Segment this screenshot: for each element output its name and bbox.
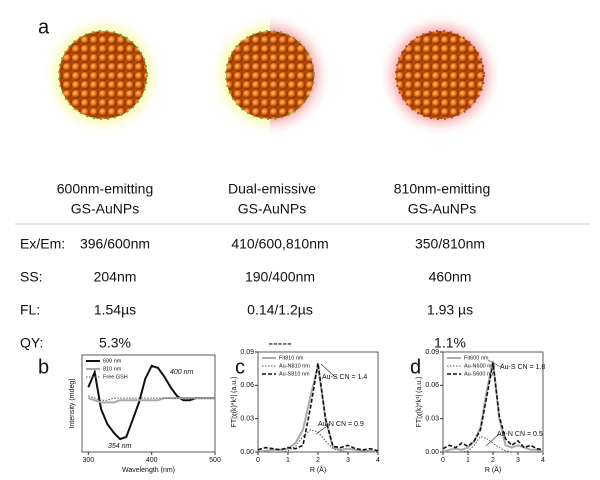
- chart: 0 1 2 3 4 0.00 0.03 0.06 0.09 R (Å) FT|χ(k)*k³| (a…: [231, 349, 380, 474]
- table-cell: 1.93 µs: [427, 302, 473, 318]
- x-tick-label: 1: [466, 457, 470, 464]
- table-cell: 0.14/1.2µs: [247, 302, 313, 318]
- annotation-leader: [487, 359, 502, 368]
- x-tick-label: 4: [541, 457, 545, 464]
- x-tick-label: 1: [286, 457, 290, 464]
- legend-label: 810 nm: [103, 366, 122, 372]
- table-cell: 460nm: [429, 269, 472, 285]
- x-axis-label: R (Å): [310, 465, 326, 474]
- annotation: Au-N CN = 0.9: [318, 421, 364, 428]
- data-line: [258, 429, 378, 453]
- table-cell: 410/600,810nm: [231, 236, 328, 252]
- annotation: Au-S CN = 1.4: [322, 374, 367, 381]
- legend-label: Fit600 nm: [464, 355, 489, 361]
- y-tick-label: 0.09: [240, 349, 254, 356]
- legend-label: Free GSH: [103, 374, 128, 380]
- data-line: [87, 397, 215, 404]
- row-label: QY:: [20, 335, 43, 351]
- x-tick-label: 2: [316, 457, 320, 464]
- table-cell: 190/400nm: [245, 269, 315, 285]
- legend-label: Au-N810 nm: [279, 363, 310, 369]
- data-line: [442, 362, 544, 451]
- legend-label: 600 nm: [103, 358, 122, 364]
- panel-label: c: [235, 356, 245, 378]
- x-tick-label: 300: [82, 457, 94, 464]
- row-label: SS:: [20, 269, 43, 285]
- y-axis-label: FT|χ(k)*k³| (a.u.): [231, 377, 238, 428]
- x-tick-label: 3: [346, 457, 350, 464]
- table-cell: 396/600nm: [80, 236, 150, 252]
- legend-label: Au-N600 nm: [464, 363, 495, 369]
- data-line: [257, 362, 379, 452]
- annotation-leader: [320, 363, 336, 378]
- annotation-leader: [315, 423, 331, 435]
- plot-frame: [81, 354, 216, 453]
- particle-label: 600nm-emitting: [57, 181, 154, 197]
- x-tick-label: 0: [441, 457, 445, 464]
- legend-label: Fit810 nm: [279, 355, 304, 361]
- table-cell: 204nm: [94, 269, 137, 285]
- particle-label: 810nm-emitting: [394, 181, 491, 197]
- chart: 300 400 500 Wavelength (nm) Intensity (mdeg)…: [69, 354, 221, 474]
- row-label: FL:: [20, 302, 40, 318]
- y-tick-label: 0.06: [240, 382, 254, 389]
- particle-label: GS-AuNPs: [238, 201, 306, 217]
- y-tick-label: 0.00: [240, 449, 254, 456]
- x-tick-label: 0: [256, 457, 260, 464]
- x-axis-label: Wavelength (nm): [122, 467, 175, 474]
- x-axis-label: R (Å): [485, 465, 501, 474]
- table-cell: 350/810nm: [415, 236, 485, 252]
- x-tick-label: 2: [491, 457, 495, 464]
- particle-600: [41, 13, 165, 137]
- panel-label: b: [38, 356, 49, 378]
- annotation-leader: [485, 433, 500, 447]
- particle-label: Dual-emissive: [228, 181, 316, 197]
- x-tick-label: 500: [209, 457, 221, 464]
- particle-label: GS-AuNPs: [71, 201, 139, 217]
- y-axis-label: Intensity (mdeg): [69, 378, 76, 428]
- annotation: 400 nm: [170, 369, 194, 376]
- y-tick-label: 0.00: [425, 449, 439, 456]
- panel-label: d: [410, 356, 421, 378]
- y-tick-label: 0.03: [240, 416, 254, 423]
- y-axis-label: FT|χ(k)*k³| (a.u.): [416, 377, 423, 428]
- row-label: Ex/Em:: [20, 236, 65, 252]
- annotation: 354 nm: [108, 443, 132, 450]
- data-line: [442, 360, 544, 453]
- particle-810: [378, 13, 502, 137]
- table-cell: 1.54µs: [94, 302, 136, 318]
- data-line: [88, 395, 215, 401]
- y-tick-label: 0.03: [425, 416, 439, 423]
- annotation: Au-S CN = 1.8: [500, 364, 545, 371]
- x-tick-label: 400: [146, 457, 158, 464]
- y-tick-label: 0.09: [425, 349, 439, 356]
- legend-label: Au-S810 nm: [279, 371, 310, 377]
- table-cell: 5.3%: [99, 335, 131, 351]
- legend-label: Au-S600 nm: [464, 371, 495, 377]
- x-tick-label: 4: [376, 457, 380, 464]
- x-tick-label: 3: [516, 457, 520, 464]
- data-line: [443, 435, 543, 453]
- y-tick-label: 0.06: [425, 382, 439, 389]
- table-cell: 1.1%: [434, 335, 466, 351]
- particle-label: GS-AuNPs: [408, 201, 476, 217]
- panel-label: a: [38, 16, 50, 38]
- table-cell: -----: [268, 335, 292, 351]
- chart: 0 1 2 3 4 0.00 0.03 0.06 0.09 R (Å) FT|χ(k)*k³| (a…: [416, 349, 546, 474]
- annotation: Au-N CN = 0.5: [497, 431, 543, 438]
- particle-dual: [210, 13, 330, 137]
